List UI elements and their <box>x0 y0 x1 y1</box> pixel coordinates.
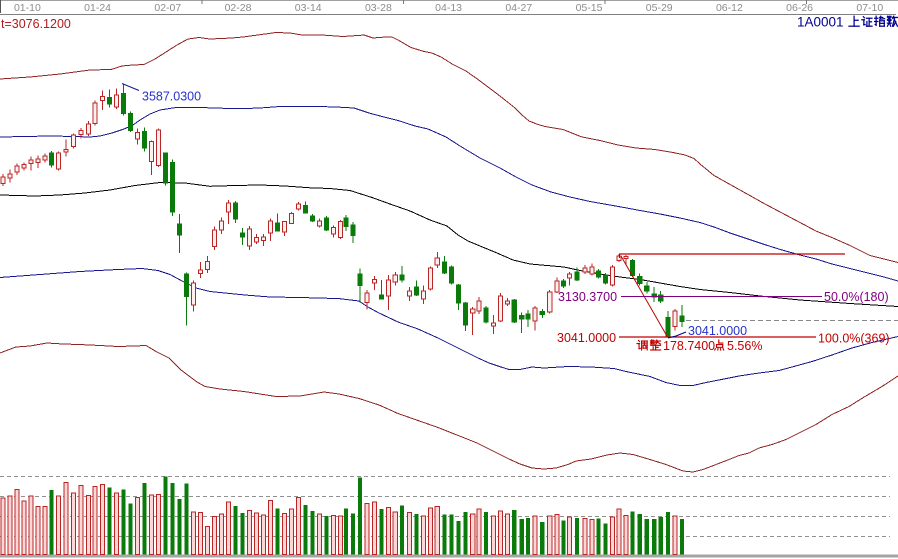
svg-text:5.56%: 5.56% <box>727 339 762 353</box>
svg-text:04-27: 04-27 <box>505 2 532 14</box>
svg-text:02-07: 02-07 <box>154 2 181 14</box>
svg-text:04-13: 04-13 <box>435 2 462 14</box>
svg-text:05-29: 05-29 <box>646 2 673 14</box>
svg-text:02-28: 02-28 <box>225 2 252 14</box>
svg-text:06-26: 06-26 <box>786 2 813 14</box>
svg-text:50.0%(180): 50.0%(180) <box>824 290 889 304</box>
svg-text:3587.0300: 3587.0300 <box>142 90 201 104</box>
svg-text:01-24: 01-24 <box>84 2 111 14</box>
svg-text:01-10: 01-10 <box>14 2 41 14</box>
svg-text:1A0001: 1A0001 <box>797 15 844 30</box>
svg-text:07-10: 07-10 <box>856 2 883 14</box>
svg-text:03-28: 03-28 <box>365 2 392 14</box>
svg-text:178.7400: 178.7400 <box>663 339 715 353</box>
svg-text:100.0%(369): 100.0%(369) <box>818 332 890 346</box>
svg-text:3041.0000: 3041.0000 <box>557 331 616 345</box>
svg-text:t=3076.1200: t=3076.1200 <box>1 17 71 31</box>
svg-text:06-12: 06-12 <box>716 2 743 14</box>
svg-text:05-15: 05-15 <box>576 2 603 14</box>
svg-text:03-14: 03-14 <box>295 2 322 14</box>
svg-text:3130.3700: 3130.3700 <box>558 290 617 304</box>
svg-text:3041.0000: 3041.0000 <box>688 324 747 338</box>
